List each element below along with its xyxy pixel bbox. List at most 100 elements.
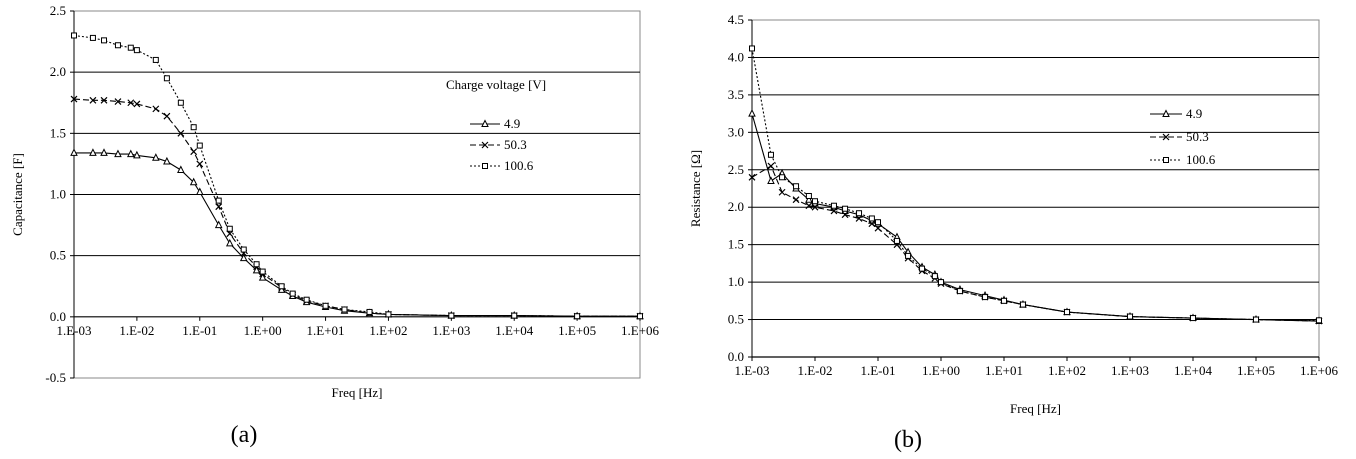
- capacitance-chart: -0.5 0.0 0.5 1.0 1.5 2.0 2.5 1.E-03 1.E-02 1.E-01…: [10, 3, 660, 448]
- y-tick-label: 2.0: [50, 64, 66, 79]
- data-point: [70, 148, 78, 156]
- data-point: [812, 198, 818, 205]
- data-point: [133, 150, 141, 159]
- data-point: [868, 220, 876, 228]
- data-point: [511, 312, 518, 319]
- data-point: [258, 273, 267, 281]
- data-point: [637, 313, 643, 320]
- x-tick-label: 1.E+00: [244, 323, 282, 338]
- series-4.9: [748, 108, 1323, 325]
- data-point: [805, 202, 813, 210]
- data-point: [748, 108, 756, 117]
- x-tick-label: 1.E+02: [369, 323, 407, 338]
- data-point: [793, 183, 800, 190]
- x-tick-label: 1.E+00: [922, 363, 960, 378]
- legend-title: Charge voltage [V]: [446, 77, 546, 92]
- y-tick-label: 3.5: [728, 87, 744, 102]
- y-tick-label: 2.0: [728, 199, 744, 214]
- data-point: [190, 124, 197, 131]
- data-point: [792, 196, 800, 204]
- series-line: [73, 98, 640, 317]
- y-tick-label: -0.5: [45, 370, 66, 385]
- series-line: [751, 113, 1320, 322]
- legend-marker: [481, 141, 489, 149]
- y-tick-label: 2.5: [50, 3, 66, 18]
- x-tick-label: 1.E+05: [1237, 363, 1275, 378]
- y-tick-label: 0.5: [50, 248, 66, 263]
- data-point: [931, 273, 938, 280]
- data-point: [956, 288, 963, 295]
- series-line: [74, 152, 640, 317]
- x-tick-label: 1.E+04: [495, 323, 534, 338]
- data-point: [152, 105, 160, 113]
- y-tick-label: 1.5: [50, 125, 66, 140]
- data-point: [196, 142, 203, 149]
- resistance-chart: 0.0 0.5 1.0 1.5 2.0 2.5 3.0 3.5 4.0 4.5 1.E-03 1.E-…: [688, 12, 1339, 453]
- data-point: [875, 219, 881, 226]
- data-point: [101, 37, 108, 44]
- data-point: [196, 160, 204, 168]
- x-tick-label: 1.E+02: [1048, 363, 1086, 378]
- data-point: [919, 265, 926, 272]
- series-50.3: [70, 95, 644, 320]
- data-point: [1019, 301, 1026, 308]
- y-tick-label: 3.0: [728, 124, 744, 139]
- data-point: [240, 246, 247, 253]
- data-point: [152, 153, 160, 161]
- data-point: [177, 165, 185, 174]
- data-point: [163, 75, 170, 82]
- data-point: [868, 215, 875, 222]
- legend-marker: [1162, 133, 1170, 141]
- data-point: [842, 205, 849, 212]
- data-point: [341, 306, 348, 313]
- data-point: [89, 148, 97, 156]
- data-point: [89, 96, 97, 104]
- data-point: [1253, 316, 1259, 323]
- x-tick-label: 1.E-03: [56, 323, 91, 338]
- data-point: [938, 279, 944, 286]
- data-point: [100, 148, 108, 156]
- data-point: [748, 173, 756, 181]
- data-point: [982, 294, 989, 301]
- data-point: [177, 99, 184, 106]
- data-point: [749, 45, 755, 52]
- y-tick-label: 4.0: [728, 49, 744, 64]
- data-point: [874, 224, 882, 232]
- y-tick-label: 0.0: [728, 349, 744, 364]
- x-tick-label: 1.E-02: [797, 363, 832, 378]
- data-point: [893, 237, 900, 244]
- y-axis-label: Capacitance [F]: [10, 153, 25, 236]
- series-50.3: [748, 162, 1323, 325]
- data-point: [1064, 309, 1070, 316]
- data-point: [114, 149, 122, 158]
- data-point: [214, 220, 223, 229]
- legend-marker: [1162, 109, 1170, 117]
- data-point: [195, 187, 204, 196]
- y-tick-label: 0.0: [50, 309, 66, 324]
- data-point: [226, 225, 233, 232]
- series-4.9: [70, 148, 644, 320]
- data-point: [778, 188, 786, 196]
- data-point: [779, 174, 786, 181]
- x-axis-label: Freq [Hz]: [332, 385, 383, 400]
- data-point: [278, 283, 285, 290]
- legend-label: 50.3: [1186, 129, 1209, 144]
- data-point: [239, 253, 248, 262]
- data-point: [322, 302, 329, 309]
- legend-label: 50.3: [504, 137, 527, 152]
- data-point: [114, 98, 122, 105]
- data-point: [89, 34, 96, 41]
- data-point: [830, 202, 837, 209]
- y-tick-label: 2.5: [728, 162, 744, 177]
- x-tick-label: 1.E-01: [182, 323, 217, 338]
- data-point: [448, 312, 455, 319]
- data-point: [163, 112, 171, 120]
- x-tick-label: 1.E-02: [119, 323, 154, 338]
- y-tick-label: 1.0: [728, 274, 744, 289]
- x-tick-label: 1.E+04: [1174, 363, 1213, 378]
- series-100.6: [749, 45, 1322, 324]
- legend-marker: [482, 163, 488, 169]
- data-point: [100, 96, 108, 104]
- y-tick-label: 4.5: [728, 12, 744, 27]
- data-point: [1127, 313, 1133, 320]
